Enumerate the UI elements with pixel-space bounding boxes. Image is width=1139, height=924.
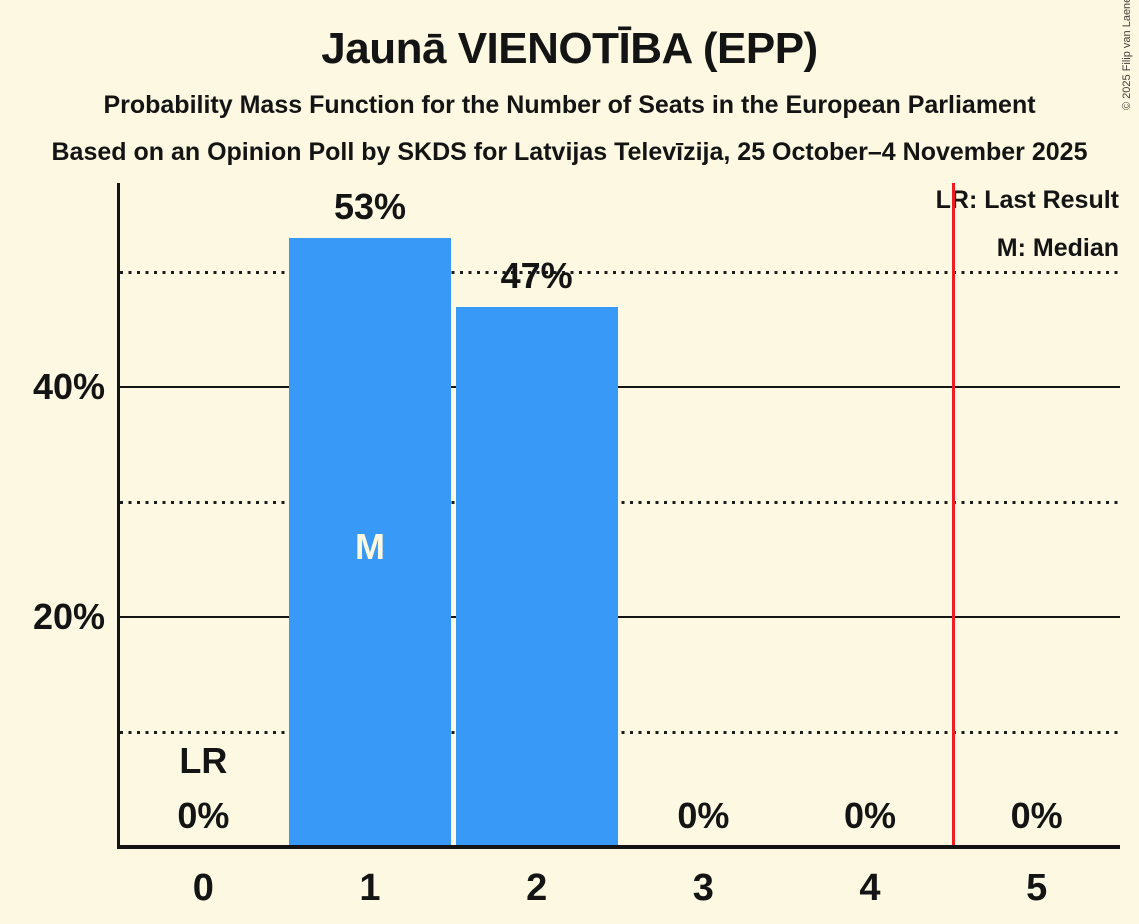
x-tick-label-2: 2 xyxy=(526,867,548,909)
value-label-seat-1: 53% xyxy=(333,185,407,227)
value-label-seat-5: 0% xyxy=(1010,795,1063,836)
value-label-seat-0: 0% xyxy=(177,795,230,836)
x-axis-line xyxy=(117,845,1120,849)
last-result-marker: LR xyxy=(179,740,228,781)
x-tick-label-1: 1 xyxy=(359,867,381,909)
copyright-notice: © 2025 Filip van Laenen xyxy=(1121,0,1133,110)
bar-seat-1 xyxy=(289,237,451,847)
plot-area: 0% 53% 47% 0% 0% 0% M LR xyxy=(117,183,1120,849)
y-tick-label-20: 20% xyxy=(32,596,105,637)
legend-last-result: LR: Last Result xyxy=(935,186,1119,214)
value-label-seat-2: 47% xyxy=(500,254,573,296)
gridline-solid-40 xyxy=(120,386,1120,388)
bar-seat-2 xyxy=(455,306,618,847)
median-marker: M xyxy=(355,526,385,568)
gridline-solid-20 xyxy=(120,616,1120,618)
chart-subtitle-pmf: Probability Mass Function for the Number… xyxy=(103,91,1036,119)
last-result-line xyxy=(951,183,955,847)
y-axis-line xyxy=(117,183,120,849)
x-tick-label-4: 4 xyxy=(859,867,881,909)
legend-median: M: Median xyxy=(996,234,1119,262)
chart-title: Jaunā VIENOTĪBA (EPP) xyxy=(321,24,818,73)
chart-subtitle-poll: Based on an Opinion Poll by SKDS for Lat… xyxy=(51,138,1088,166)
y-tick-label-40: 40% xyxy=(32,366,105,407)
value-label-seat-3: 0% xyxy=(677,795,730,836)
value-label-seat-4: 0% xyxy=(843,795,897,836)
x-tick-label-3: 3 xyxy=(692,867,714,909)
gridline-dotted-10 xyxy=(120,730,1120,734)
x-tick-label-0: 0 xyxy=(192,867,214,909)
x-tick-label-5: 5 xyxy=(1026,867,1048,909)
gridline-dotted-30 xyxy=(120,500,1120,504)
gridline-dotted-50 xyxy=(120,270,1120,274)
